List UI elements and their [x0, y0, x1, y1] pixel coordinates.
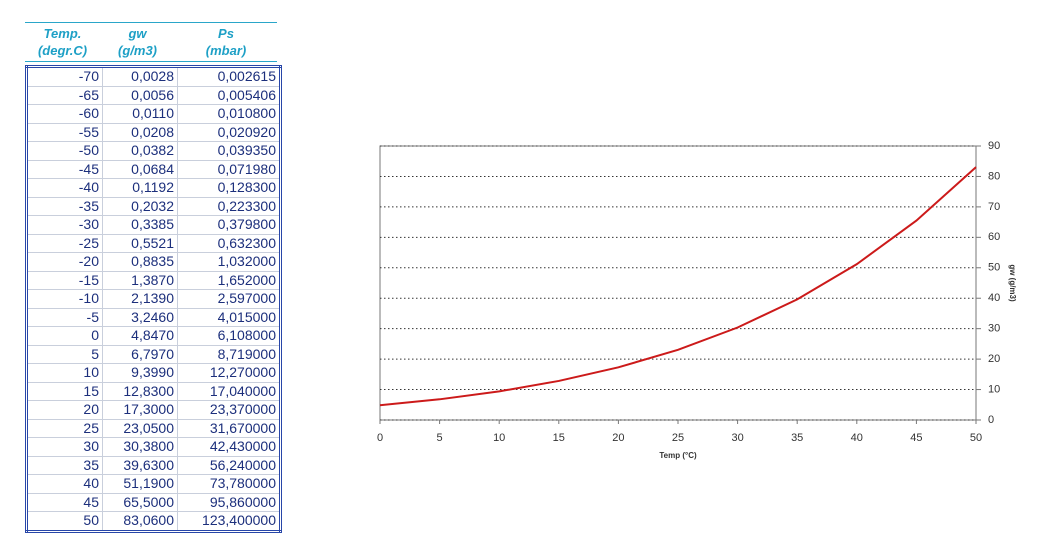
table-cell: 0,8835 — [102, 252, 178, 272]
table-cell: 0,223300 — [177, 196, 281, 216]
y-tick-label: 60 — [988, 231, 1000, 243]
table-row: 15 12,8300 17,040000 — [26, 381, 281, 401]
table-cell: 0,0684 — [102, 159, 178, 179]
table-row: -65 0,0056 0,005406 — [26, 85, 281, 105]
table-row: 45 65,5000 95,860000 — [26, 492, 281, 512]
x-tick-label: 45 — [910, 432, 922, 444]
y-axis-label: gw (g/m3) — [1008, 264, 1017, 302]
table-row: 20 17,3000 23,370000 — [26, 400, 281, 420]
y-tick-label: 90 — [988, 140, 1000, 152]
table-cell: -50 — [26, 141, 103, 161]
table-cell: 83,0600 — [102, 511, 178, 532]
table-row: -5 3,2460 4,015000 — [26, 307, 281, 327]
table-cell: -35 — [26, 196, 103, 216]
table-cell: 9,3990 — [102, 363, 178, 383]
table-row: -25 0,5521 0,632300 — [26, 233, 281, 253]
table-cell: 0,632300 — [177, 233, 281, 253]
header-line: Ps — [218, 26, 234, 41]
table-row: -55 0,0208 0,020920 — [26, 122, 281, 142]
table-cell: -55 — [26, 122, 103, 142]
header-line: gw — [128, 26, 147, 41]
table-cell: 1,3870 — [102, 270, 178, 290]
x-tick-label: 35 — [791, 432, 803, 444]
table-cell: 23,370000 — [177, 400, 281, 420]
y-tick-label: 70 — [988, 201, 1000, 213]
header-cell: gw (g/m3) — [100, 23, 175, 61]
table-cell: 0,0028 — [102, 66, 178, 87]
table-cell: -30 — [26, 215, 103, 235]
header-line: (mbar) — [205, 43, 247, 58]
table-cell: -40 — [26, 178, 103, 198]
table-cell: 4,8470 — [102, 326, 178, 346]
table-row: 5 6,7970 8,719000 — [26, 344, 281, 364]
table-cell: 39,6300 — [102, 455, 178, 475]
y-tick-label: 40 — [988, 292, 1000, 304]
y-tick-label: 50 — [988, 262, 1000, 274]
table-cell: 17,3000 — [102, 400, 178, 420]
table-cell: 95,860000 — [177, 492, 281, 512]
table-cell: -5 — [26, 307, 103, 327]
y-tick-label: 30 — [988, 323, 1000, 335]
x-tick-label: 15 — [553, 432, 565, 444]
table-cell: 0,071980 — [177, 159, 281, 179]
table-row: -35 0,2032 0,223300 — [26, 196, 281, 216]
table-cell: 0,0056 — [102, 85, 178, 105]
table-cell: 4,015000 — [177, 307, 281, 327]
x-tick-label: 25 — [672, 432, 684, 444]
x-tick-label: 0 — [377, 432, 383, 444]
table-row: -15 1,3870 1,652000 — [26, 270, 281, 290]
table-cell: 0,002615 — [177, 66, 281, 87]
table-cell: 0,5521 — [102, 233, 178, 253]
y-tick-label: 20 — [988, 353, 1000, 365]
table-cell: 65,5000 — [102, 492, 178, 512]
x-tick-label: 40 — [851, 432, 863, 444]
table-row: 35 39,6300 56,240000 — [26, 455, 281, 475]
data-line — [379, 166, 977, 407]
x-tick-label: 50 — [970, 432, 982, 444]
header-cell: Ps (mbar) — [175, 23, 277, 61]
table-cell: 0,020920 — [177, 122, 281, 142]
table-cell: -10 — [26, 289, 103, 309]
header-line: Temp. — [43, 26, 82, 41]
table-cell: 12,8300 — [102, 381, 178, 401]
header-line: (degr.C) — [37, 43, 88, 58]
plot-frame — [379, 145, 977, 421]
table-row: -20 0,8835 1,032000 — [26, 252, 281, 272]
table-row: -45 0,0684 0,071980 — [26, 159, 281, 179]
data-table: -70 0,0028 0,002615 -65 0,0056 0,005406 -60 0,0… — [25, 65, 282, 533]
header-line: (g/m3) — [118, 43, 157, 58]
y-tick-label: 10 — [988, 383, 1000, 395]
table-row: -30 0,3385 0,379800 — [26, 215, 281, 235]
table-row: 50 83,0600 123,400000 — [26, 511, 281, 532]
y-tick-label: 80 — [988, 170, 1000, 182]
table-cell: 0,379800 — [177, 215, 281, 235]
table-cell: 0,0208 — [102, 122, 178, 142]
x-tick-label: 30 — [731, 432, 743, 444]
table-row: -50 0,0382 0,039350 — [26, 141, 281, 161]
x-tick-label: 10 — [493, 432, 505, 444]
table-cell: 0,0382 — [102, 141, 178, 161]
table-cell: 17,040000 — [177, 381, 281, 401]
table-row: -40 0,1192 0,128300 — [26, 178, 281, 198]
table-cell: 0,010800 — [177, 104, 281, 124]
x-tick-label: 5 — [437, 432, 443, 444]
table-cell: -45 — [26, 159, 103, 179]
x-axis-label: Temp (°C) — [659, 451, 697, 460]
table-cell: 0,0110 — [102, 104, 178, 124]
table-cell: 0,005406 — [177, 85, 281, 105]
table-cell: 31,670000 — [177, 418, 281, 438]
table-header: Temp. (degr.C) gw (g/m3) Ps (mbar) — [25, 22, 277, 62]
header-cell: Temp. (degr.C) — [25, 23, 100, 61]
x-tick-label: 20 — [612, 432, 624, 444]
y-tick-label: 0 — [988, 414, 994, 426]
table-cell: 123,400000 — [177, 511, 281, 532]
table-row: -70 0,0028 0,002615 — [26, 66, 281, 87]
table-cell: 0,128300 — [177, 178, 281, 198]
table-cell: 73,780000 — [177, 474, 281, 494]
table-cell: 0,2032 — [102, 196, 178, 216]
table-cell: 0,1192 — [102, 178, 178, 198]
table-cell: 0,039350 — [177, 141, 281, 161]
